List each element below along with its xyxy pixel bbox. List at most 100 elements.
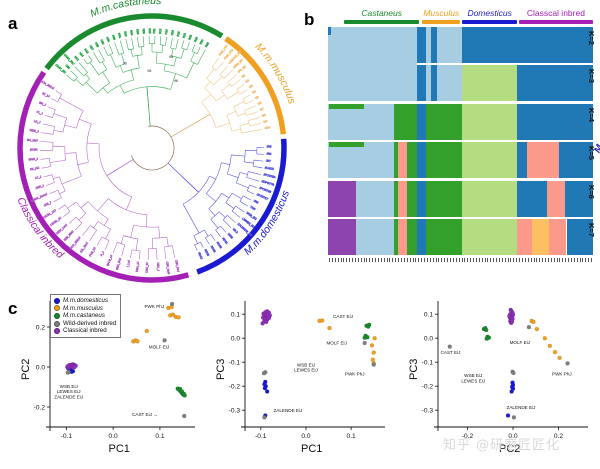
structure-tick [501, 258, 503, 262]
tree-bootstrap-value: 98 [147, 69, 151, 73]
tree-tip-label: AKR_J [35, 183, 45, 190]
structure-texture [529, 106, 531, 110]
tree-tip-label: JF1_Ms [237, 64, 248, 74]
pca-annotation: CAST EiJ [333, 314, 353, 319]
structure-texture [529, 30, 531, 34]
structure-texture [437, 68, 439, 72]
structure-texture [368, 67, 370, 70]
structure-texture [386, 223, 388, 228]
structure-texture [518, 221, 520, 224]
structure-segment [329, 103, 364, 109]
structure-tick [562, 258, 563, 262]
structure-segment [461, 180, 518, 217]
structure-texture [455, 219, 457, 221]
structure-texture [368, 146, 370, 151]
tree-tip-label: NON_ShiLtJ [40, 79, 56, 91]
structure-texture [558, 108, 560, 113]
structure-tick [458, 258, 460, 262]
structure-segment [461, 218, 518, 255]
pca-point-musculus [534, 326, 540, 332]
pca-annotation: ZALENDE EiJ [54, 394, 83, 399]
structure-texture [512, 105, 514, 108]
tree-tip-label: M9 [263, 119, 268, 124]
structure-tick [449, 258, 451, 262]
tree-tip-label: 129S1_SvImJ [30, 192, 48, 203]
structure-texture [460, 143, 462, 146]
y-axis-title: PC3 [215, 358, 227, 380]
structure-texture [552, 219, 554, 221]
structure-texture [558, 30, 560, 34]
structure-tick [565, 258, 566, 262]
structure-texture [357, 183, 359, 187]
panel-b-structure-plot: b Castaneus Musculus Domesticus Classcal in… [300, 0, 600, 295]
structure-segment [328, 65, 417, 102]
structure-texture [426, 68, 428, 72]
tree-tip-label: XDPG77R [261, 179, 275, 187]
structure-tick [547, 258, 549, 262]
tree-tip-label: KK_HlJ [30, 166, 40, 172]
structure-tick [349, 258, 350, 262]
structure-segment [331, 27, 417, 63]
structure-texture [535, 146, 537, 151]
structure-texture [328, 185, 330, 190]
structure-texture [443, 183, 445, 187]
structure-row-K-3: K=3 [328, 65, 596, 102]
structure-texture [374, 104, 376, 106]
pca-point-wild [262, 415, 267, 420]
structure-segment [426, 27, 431, 63]
structure-texture [420, 28, 422, 31]
structure-tick [533, 258, 534, 262]
tree-tip-label: R23 [187, 34, 193, 41]
structure-tick [389, 258, 390, 262]
structure-texture [541, 221, 543, 225]
structure-segment [328, 180, 356, 217]
structure-texture [552, 106, 554, 109]
tree-tip-label: NZW_LacJ [55, 223, 68, 236]
structure-texture [501, 65, 503, 67]
structure-tick [432, 258, 434, 262]
pca-point-wild [526, 325, 532, 330]
structure-tick [473, 258, 474, 262]
structure-texture [460, 69, 462, 73]
structure-texture [552, 67, 554, 70]
structure-segment [435, 103, 462, 140]
structure-segment [566, 218, 593, 255]
tree-tip-label: JPCG72S [259, 186, 272, 194]
structure-texture [581, 27, 583, 29]
pca-point-wild [65, 370, 70, 375]
pca-annotation: WSB EiJ [60, 384, 78, 389]
structure-texture [564, 67, 566, 70]
tree-tip-label: WSB [227, 232, 234, 240]
structure-texture [409, 28, 411, 30]
pca-point-classical [260, 321, 265, 326]
pca-annotation: ZALENDE EiJ [507, 405, 536, 410]
structure-texture [432, 146, 434, 151]
pca-point-classical [266, 315, 272, 321]
pca-annotation: MOLF EiJ [149, 344, 169, 349]
structure-texture [472, 108, 474, 113]
structure-texture [495, 107, 497, 112]
structure-texture [397, 144, 399, 147]
structure-texture [483, 69, 485, 74]
structure-tick [585, 258, 586, 262]
structure-texture [391, 183, 393, 187]
pca-point-musculus [135, 339, 140, 344]
structure-texture [547, 220, 549, 223]
tree-tip-label: R08 [142, 28, 146, 34]
structure-texture [547, 183, 549, 187]
pca-annotation: MOLF EiJ [326, 341, 346, 346]
structure-texture [357, 219, 359, 221]
structure-group-header: Castaneus Musculus Domesticus Classcal inbr… [328, 8, 593, 30]
structure-texture [426, 183, 428, 187]
tree-arc-3 [17, 70, 190, 283]
tree-tip-label: I_LnJ [126, 259, 131, 267]
structure-tick [377, 258, 379, 262]
tree-tip-label: M7 [259, 107, 264, 112]
structure-texture [345, 184, 347, 189]
structure-tick [392, 258, 393, 262]
structure-tick [409, 258, 411, 262]
tree-arc-1 [224, 36, 287, 135]
legend-label: Wild-derived inbred [63, 319, 117, 327]
structure-texture [501, 184, 503, 189]
tree-tip-label: WSB_EiJ [246, 211, 258, 221]
